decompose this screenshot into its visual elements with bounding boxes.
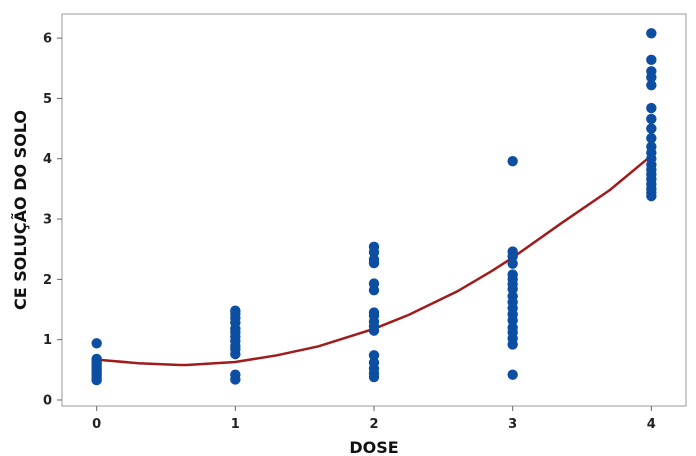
data-point [91, 338, 102, 349]
data-point [507, 283, 518, 295]
data-point [507, 315, 518, 326]
data-point [507, 155, 518, 167]
y-tick-label: 5 [43, 92, 52, 107]
data-point [91, 374, 102, 386]
x-tick-label: 2 [369, 417, 378, 432]
y-axis-title: CE SOLUÇÃO DO SOLO [11, 110, 30, 310]
data-point [646, 113, 657, 125]
x-tick-label: 3 [508, 417, 517, 432]
data-point [507, 251, 518, 262]
data-point [646, 190, 657, 202]
data-point [507, 258, 518, 269]
data-points [91, 28, 657, 386]
x-axis-title: DOSE [349, 438, 398, 456]
y-tick-label: 1 [43, 333, 52, 348]
y-tick-label: 6 [43, 32, 52, 47]
data-point [646, 28, 657, 39]
data-point [368, 257, 380, 269]
data-point [646, 133, 657, 144]
y-tick-label: 4 [43, 152, 52, 167]
data-point [368, 325, 380, 336]
data-point [646, 79, 657, 91]
x-tick-label: 4 [647, 417, 656, 432]
plot-frame [61, 13, 687, 407]
data-point [368, 371, 380, 383]
data-point [646, 72, 657, 83]
data-point [646, 123, 657, 134]
data-point [646, 54, 657, 66]
data-point [368, 350, 380, 361]
data-point [368, 247, 380, 258]
data-point [507, 369, 518, 380]
x-tick-label: 0 [92, 417, 101, 432]
y-tick-label: 0 [43, 393, 52, 408]
data-point [230, 348, 241, 360]
data-point [507, 339, 518, 350]
data-point [646, 102, 657, 114]
data-point [230, 374, 241, 385]
x-tick-label: 1 [231, 417, 240, 432]
y-tick-label: 3 [43, 213, 52, 228]
y-axis: 0 1 2 3 4 5 6 [43, 32, 62, 408]
x-axis: 0 1 2 3 4 [92, 406, 656, 432]
data-point [368, 285, 380, 296]
y-tick-label: 2 [43, 273, 52, 288]
